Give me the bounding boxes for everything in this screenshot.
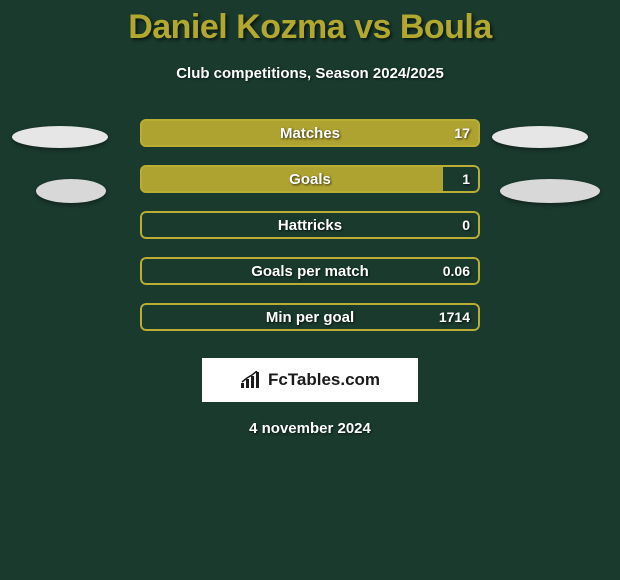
stat-row: Hattricks 0 [0,202,620,248]
stat-bar: Min per goal 1714 [140,303,480,331]
stat-label: Matches [280,125,340,142]
fctables-logo: FcTables.com [202,358,418,402]
stat-bar: Goals 1 [140,165,480,193]
stat-bar: Matches 17 [140,119,480,147]
stat-value: 1714 [439,309,470,325]
stat-value: 0.06 [443,263,470,279]
stat-bar: Hattricks 0 [140,211,480,239]
stat-row: Goals per match 0.06 [0,248,620,294]
stat-value: 17 [454,125,470,141]
stat-bar: Goals per match 0.06 [140,257,480,285]
stat-label: Min per goal [266,309,354,326]
stat-label: Hattricks [278,217,342,234]
comparison-subtitle: Club competitions, Season 2024/2025 [0,65,620,82]
logo-text: FcTables.com [268,370,380,390]
stats-area: Matches 17 Goals 1 Hattricks 0 Goals per match… [0,110,620,340]
stat-row: Matches 17 [0,110,620,156]
bar-chart-icon [240,371,262,389]
stat-label: Goals [289,171,331,188]
stat-value: 0 [462,217,470,233]
stat-value: 1 [462,171,470,187]
stat-row: Min per goal 1714 [0,294,620,340]
stat-label: Goals per match [251,263,369,280]
stat-row: Goals 1 [0,156,620,202]
comparison-title: Daniel Kozma vs Boula [0,0,620,47]
snapshot-date: 4 november 2024 [0,420,620,437]
